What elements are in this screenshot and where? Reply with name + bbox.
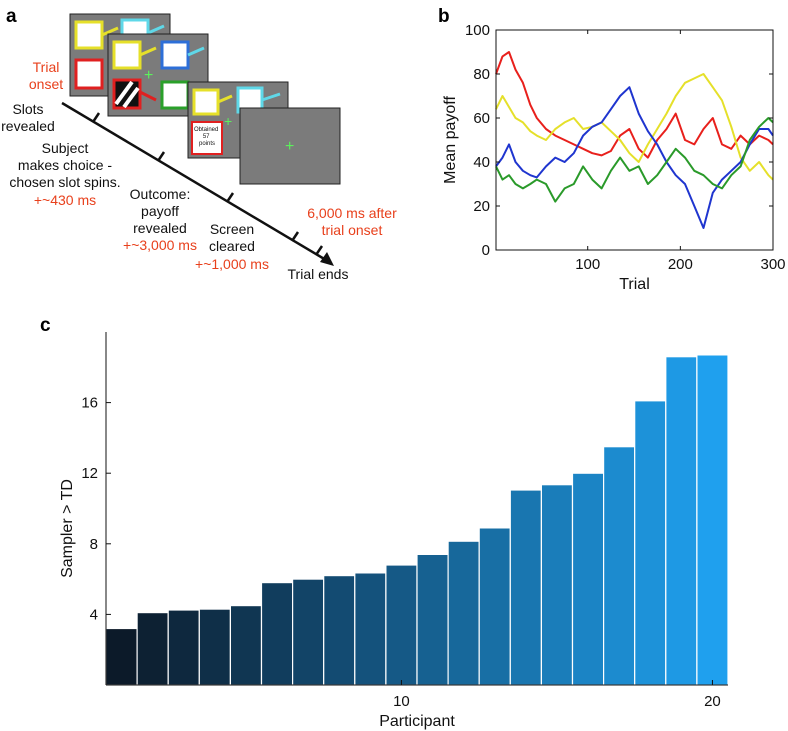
event-line: Slots <box>12 101 43 117</box>
bar-participant-4 <box>198 608 232 686</box>
event-line: chosen slot spins. <box>9 174 120 190</box>
bar-participant-15 <box>540 484 574 686</box>
event-line: payoff <box>141 203 179 219</box>
event-line: Screen <box>210 221 254 237</box>
bar-participant-1 <box>105 627 138 686</box>
y-axis-title: Sampler > TD <box>59 479 76 578</box>
panel-label-b: b <box>438 6 450 27</box>
x-tick-label: 10 <box>393 693 410 710</box>
bar-participant-3 <box>167 609 200 686</box>
event-line: Outcome: <box>130 186 191 202</box>
bar-participant-6 <box>260 581 294 686</box>
x-tick-label: 100 <box>575 256 600 273</box>
trial-onset-line: Trial <box>33 59 60 75</box>
bar-participant-18 <box>634 400 667 686</box>
end-note-line: trial onset <box>322 222 383 238</box>
timeline <box>61 101 334 266</box>
series-line-yellow <box>495 73 774 181</box>
bar-participant-12 <box>447 540 480 686</box>
event-outcome: Outcome: payoff revealed <box>130 186 191 236</box>
bar-participant-2 <box>136 611 169 686</box>
panel-label-c: c <box>40 315 51 336</box>
line-chart-mean-payoff: 0 20 40 60 80 100 100 200 300 Trial Mean payoff <box>442 22 786 293</box>
y-tick-label: 16 <box>81 395 98 412</box>
task-screens: + + Obtained 57 points + <box>69 13 341 185</box>
event-line: Trial ends <box>288 266 349 282</box>
timing-line: +~430 ms <box>34 192 96 208</box>
bar-participant-11 <box>416 553 449 686</box>
event-line: revealed <box>1 118 55 134</box>
timing-cleared: +~1,000 ms <box>195 256 269 272</box>
trial-onset-label: Trial onset <box>29 59 63 92</box>
bar-participant-13 <box>478 527 511 686</box>
x-axis-title: Participant <box>379 713 455 730</box>
trial-onset-line: onset <box>29 76 63 92</box>
event-line: revealed <box>133 220 187 236</box>
screen-outcome: + Obtained 57 points <box>187 81 289 159</box>
y-tick-label: 12 <box>81 465 98 482</box>
event-subject-choice: Subject makes choice -chosen slot spins. <box>9 140 120 190</box>
timing-line: +~3,000 ms <box>123 237 197 253</box>
event-trial-ends: Trial ends <box>288 266 349 282</box>
series-line-red <box>495 51 774 159</box>
obtained-line: Obtained <box>194 127 218 133</box>
y-tick-label: 8 <box>90 536 98 553</box>
y-tick-label: 20 <box>473 198 490 215</box>
bar-participant-17 <box>602 446 636 686</box>
bar-participant-16 <box>571 472 605 686</box>
screen-choice-spins: + <box>107 33 209 117</box>
event-line: Subject <box>42 140 89 156</box>
y-tick-label: 80 <box>473 66 490 83</box>
series-line-green <box>495 117 774 203</box>
bar-participant-9 <box>354 572 387 686</box>
x-tick-label: 300 <box>760 256 785 273</box>
bar-participant-5 <box>229 604 263 686</box>
y-axis-title: Mean payoff <box>442 96 459 184</box>
y-tick-label: 40 <box>473 154 490 171</box>
panel-label-a: a <box>6 6 17 27</box>
y-tick-label: 0 <box>482 242 490 259</box>
bar-participant-8 <box>323 574 356 686</box>
timing-line: +~1,000 ms <box>195 256 269 272</box>
svg-text:+: + <box>144 67 153 84</box>
bar-participant-14 <box>509 489 542 686</box>
end-note: 6,000 ms after trial onset <box>307 205 397 238</box>
x-tick-label: 20 <box>704 693 721 710</box>
event-slots-revealed: Slots revealed <box>1 101 55 134</box>
end-note-line: 6,000 ms after <box>307 205 397 221</box>
obtained-line: points <box>199 141 215 147</box>
event-line: makes choice - <box>18 157 112 173</box>
screen-cleared: + <box>239 107 341 185</box>
x-axis-title: Trial <box>619 276 650 293</box>
event-screen-cleared: Screen cleared <box>209 221 255 254</box>
obtained-points-text: Obtained 57 points <box>194 127 220 147</box>
y-tick-label: 4 <box>90 606 98 623</box>
obtained-line: 57 <box>203 134 210 140</box>
event-line: cleared <box>209 238 255 254</box>
series-line-blue <box>495 86 774 229</box>
bar-participant-7 <box>292 578 325 686</box>
y-tick-label: 100 <box>465 22 490 39</box>
timing-outcome: +~3,000 ms <box>123 237 197 253</box>
svg-text:+: + <box>224 113 232 129</box>
bar-chart-sampler-td: 4 8 12 16 10 20 Participant Sampler > TD <box>59 332 729 730</box>
plot-frame <box>495 29 774 251</box>
y-tick-label: 60 <box>473 110 490 127</box>
bar-participant-20 <box>696 354 729 686</box>
svg-text:+: + <box>285 138 294 155</box>
timing-choice: +~430 ms <box>34 192 96 208</box>
bar-participant-10 <box>385 564 418 686</box>
x-tick-label: 200 <box>668 256 693 273</box>
bar-participant-19 <box>665 356 698 686</box>
